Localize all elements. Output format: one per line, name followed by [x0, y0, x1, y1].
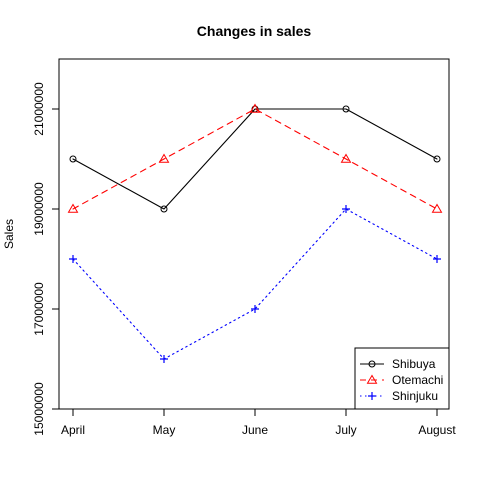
series-group: [69, 205, 441, 363]
data-point: [433, 155, 441, 163]
data-point: [160, 355, 168, 363]
legend-label: Otemachi: [392, 373, 443, 387]
series-group: [67, 103, 443, 213]
series-layer: [67, 103, 443, 363]
data-point: [251, 305, 259, 313]
data-point: [160, 205, 168, 213]
x-tick-label: July: [335, 423, 356, 437]
series-line: [72, 108, 438, 210]
data-point: [342, 205, 350, 213]
y-tick-label: 17000000: [32, 282, 46, 336]
legend-marker: [368, 392, 376, 400]
data-point: [433, 255, 441, 263]
legend: Shibuya Otemachi Shinjuku: [354, 347, 450, 410]
chart-title: Changes in sales: [197, 23, 312, 39]
series-line: [72, 208, 438, 360]
data-point: [342, 105, 350, 113]
data-point: [67, 203, 79, 213]
x-tick-label: May: [153, 423, 176, 437]
series-line: [72, 108, 438, 210]
legend-label: Shinjuku: [392, 389, 438, 403]
y-tick-label: 21000000: [32, 82, 46, 136]
x-tick-label: April: [61, 423, 85, 437]
data-point: [431, 203, 443, 213]
y-tick-label: 19000000: [32, 182, 46, 236]
x-tick-label: June: [242, 423, 268, 437]
data-point: [158, 153, 170, 163]
legend-label: Shibuya: [392, 357, 436, 371]
x-tick-label: August: [418, 423, 456, 437]
data-point: [249, 103, 261, 113]
series-group: [69, 105, 441, 213]
y-axis: 15000000 17000000 19000000 21000000: [32, 82, 60, 436]
data-point: [69, 155, 77, 163]
data-point: [69, 255, 77, 263]
data-point: [340, 153, 352, 163]
y-tick-label: 15000000: [32, 382, 46, 436]
legend-marker: [366, 374, 378, 384]
legend-marker: [368, 360, 376, 368]
y-axis-label: Sales: [2, 219, 16, 249]
